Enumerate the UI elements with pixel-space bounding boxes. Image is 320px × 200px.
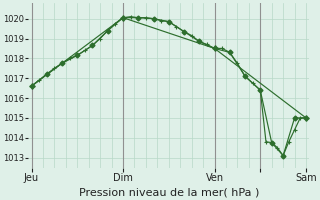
- X-axis label: Pression niveau de la mer( hPa ): Pression niveau de la mer( hPa ): [79, 187, 259, 197]
